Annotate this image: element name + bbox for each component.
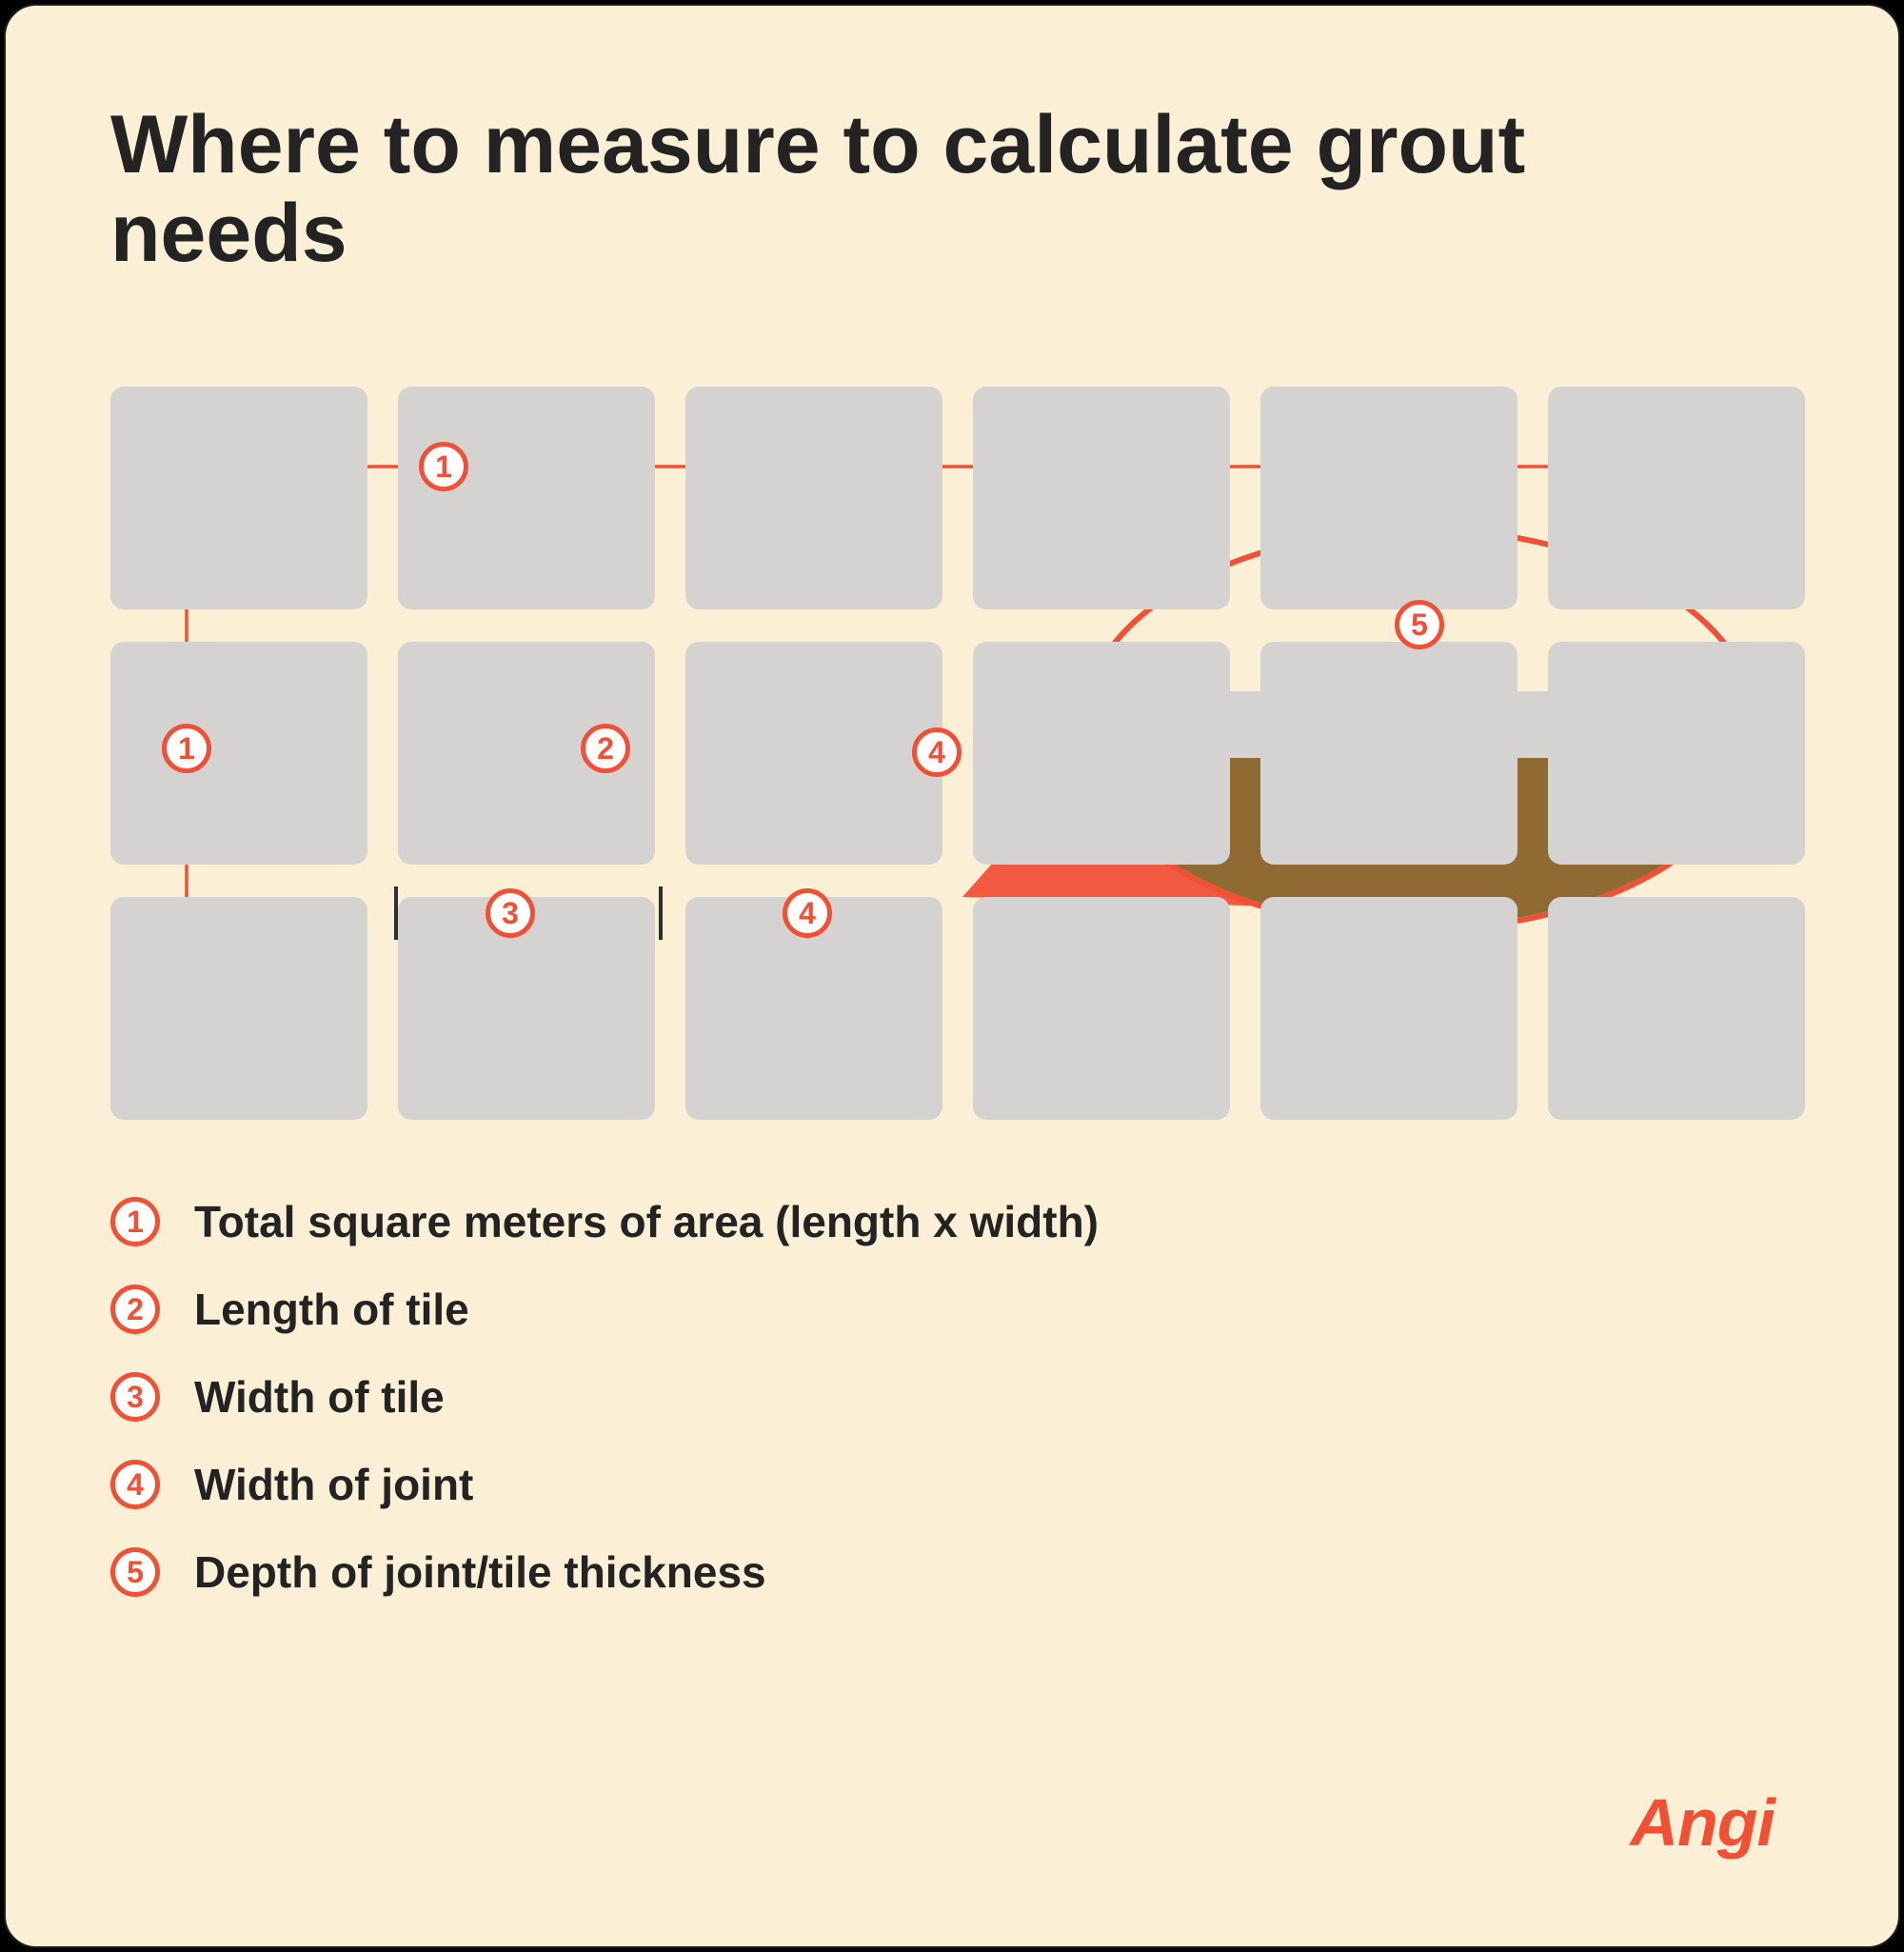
- diagram-badge-1: 1: [419, 442, 468, 491]
- tile: [1548, 897, 1805, 1120]
- tile: [398, 387, 655, 609]
- legend-badge: 4: [110, 1460, 160, 1509]
- legend-badge: 5: [110, 1547, 160, 1597]
- legend-text: Width of joint: [194, 1459, 473, 1510]
- diagram-badge-4: 4: [783, 888, 832, 938]
- tile: [685, 387, 942, 609]
- diagram-badge-1: 1: [162, 724, 211, 773]
- legend-badge: 2: [110, 1285, 160, 1334]
- tile: [1260, 387, 1517, 609]
- legend-text: Width of tile: [194, 1371, 445, 1423]
- legend-item: 2 Length of tile: [110, 1284, 1099, 1335]
- diagram-badge-5: 5: [1395, 600, 1444, 649]
- tile: [973, 642, 1230, 865]
- tile-diagram: 1 1 2 3 4 4 5: [110, 387, 1805, 1120]
- diagram-badge-2: 2: [581, 724, 630, 773]
- legend-text: Length of tile: [194, 1284, 469, 1335]
- legend-item: 5 Depth of joint/tile thickness: [110, 1546, 1099, 1598]
- legend-item: 1 Total square meters of area (length x w…: [110, 1196, 1099, 1247]
- tile: [110, 387, 367, 609]
- legend-item: 3 Width of tile: [110, 1371, 1099, 1423]
- diagram-badge-3: 3: [486, 888, 535, 938]
- tile: [1260, 642, 1517, 865]
- legend-item: 4 Width of joint: [110, 1459, 1099, 1510]
- tile: [1548, 387, 1805, 609]
- tile: [1260, 897, 1517, 1120]
- legend-text: Total square meters of area (length x wi…: [194, 1196, 1099, 1247]
- infographic-card: Where to measure to calculate grout need…: [4, 4, 1900, 1948]
- tile: [110, 897, 367, 1120]
- tile: [1548, 642, 1805, 865]
- legend-badge: 3: [110, 1372, 160, 1422]
- page-title: Where to measure to calculate grout need…: [110, 101, 1634, 278]
- brand-logo: Angi: [1630, 1784, 1775, 1861]
- legend-badge: 1: [110, 1197, 160, 1246]
- tile: [685, 642, 942, 865]
- tile: [973, 897, 1230, 1120]
- legend-text: Depth of joint/tile thickness: [194, 1546, 766, 1598]
- tile: [973, 387, 1230, 609]
- diagram-badge-4: 4: [912, 727, 962, 777]
- legend: 1 Total square meters of area (length x w…: [110, 1196, 1099, 1634]
- tile: [110, 642, 367, 865]
